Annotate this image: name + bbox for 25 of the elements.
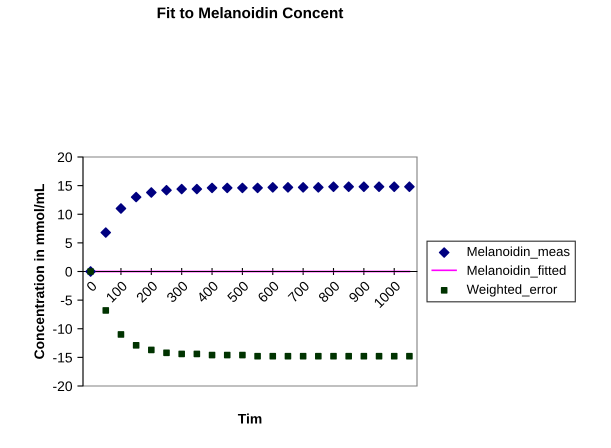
x-tick-label: 500 [226,280,250,304]
x-tick-label: 800 [318,280,340,304]
x-tick-label: 0 [86,280,98,292]
x-tick-label: 900 [348,280,371,303]
y-tick-label: 0 [65,266,72,277]
y-tick-label: 15 [58,181,72,191]
x-tick-label: 300 [166,280,189,304]
chart-title: Fit to Melanoidin Concent [158,7,344,18]
x-tick-label: 400 [196,280,219,304]
y-tick-label: -5 [60,296,72,306]
y-tick-label: 5 [65,238,72,248]
legend-label: Melanoidin_meas [468,246,570,259]
y-tick-label: 10 [58,210,72,220]
x-tick-label: 200 [136,280,158,303]
legend-label: Melanoidin_fitted [468,265,566,278]
y-axis-title: Concentration in mmol/mL [34,184,44,359]
y-tick-label: 20 [58,152,72,162]
legend-label: Weighted_error [466,284,558,297]
x-tick-label: 600 [257,280,280,303]
y-tick-label: -10 [53,324,72,334]
x-tick-label: 700 [288,280,310,303]
x-tick-label: 100 [106,280,128,303]
y-tick-label: -15 [53,352,72,363]
x-axis-title: Tim [238,413,262,424]
y-tick-label: -20 [53,381,72,392]
